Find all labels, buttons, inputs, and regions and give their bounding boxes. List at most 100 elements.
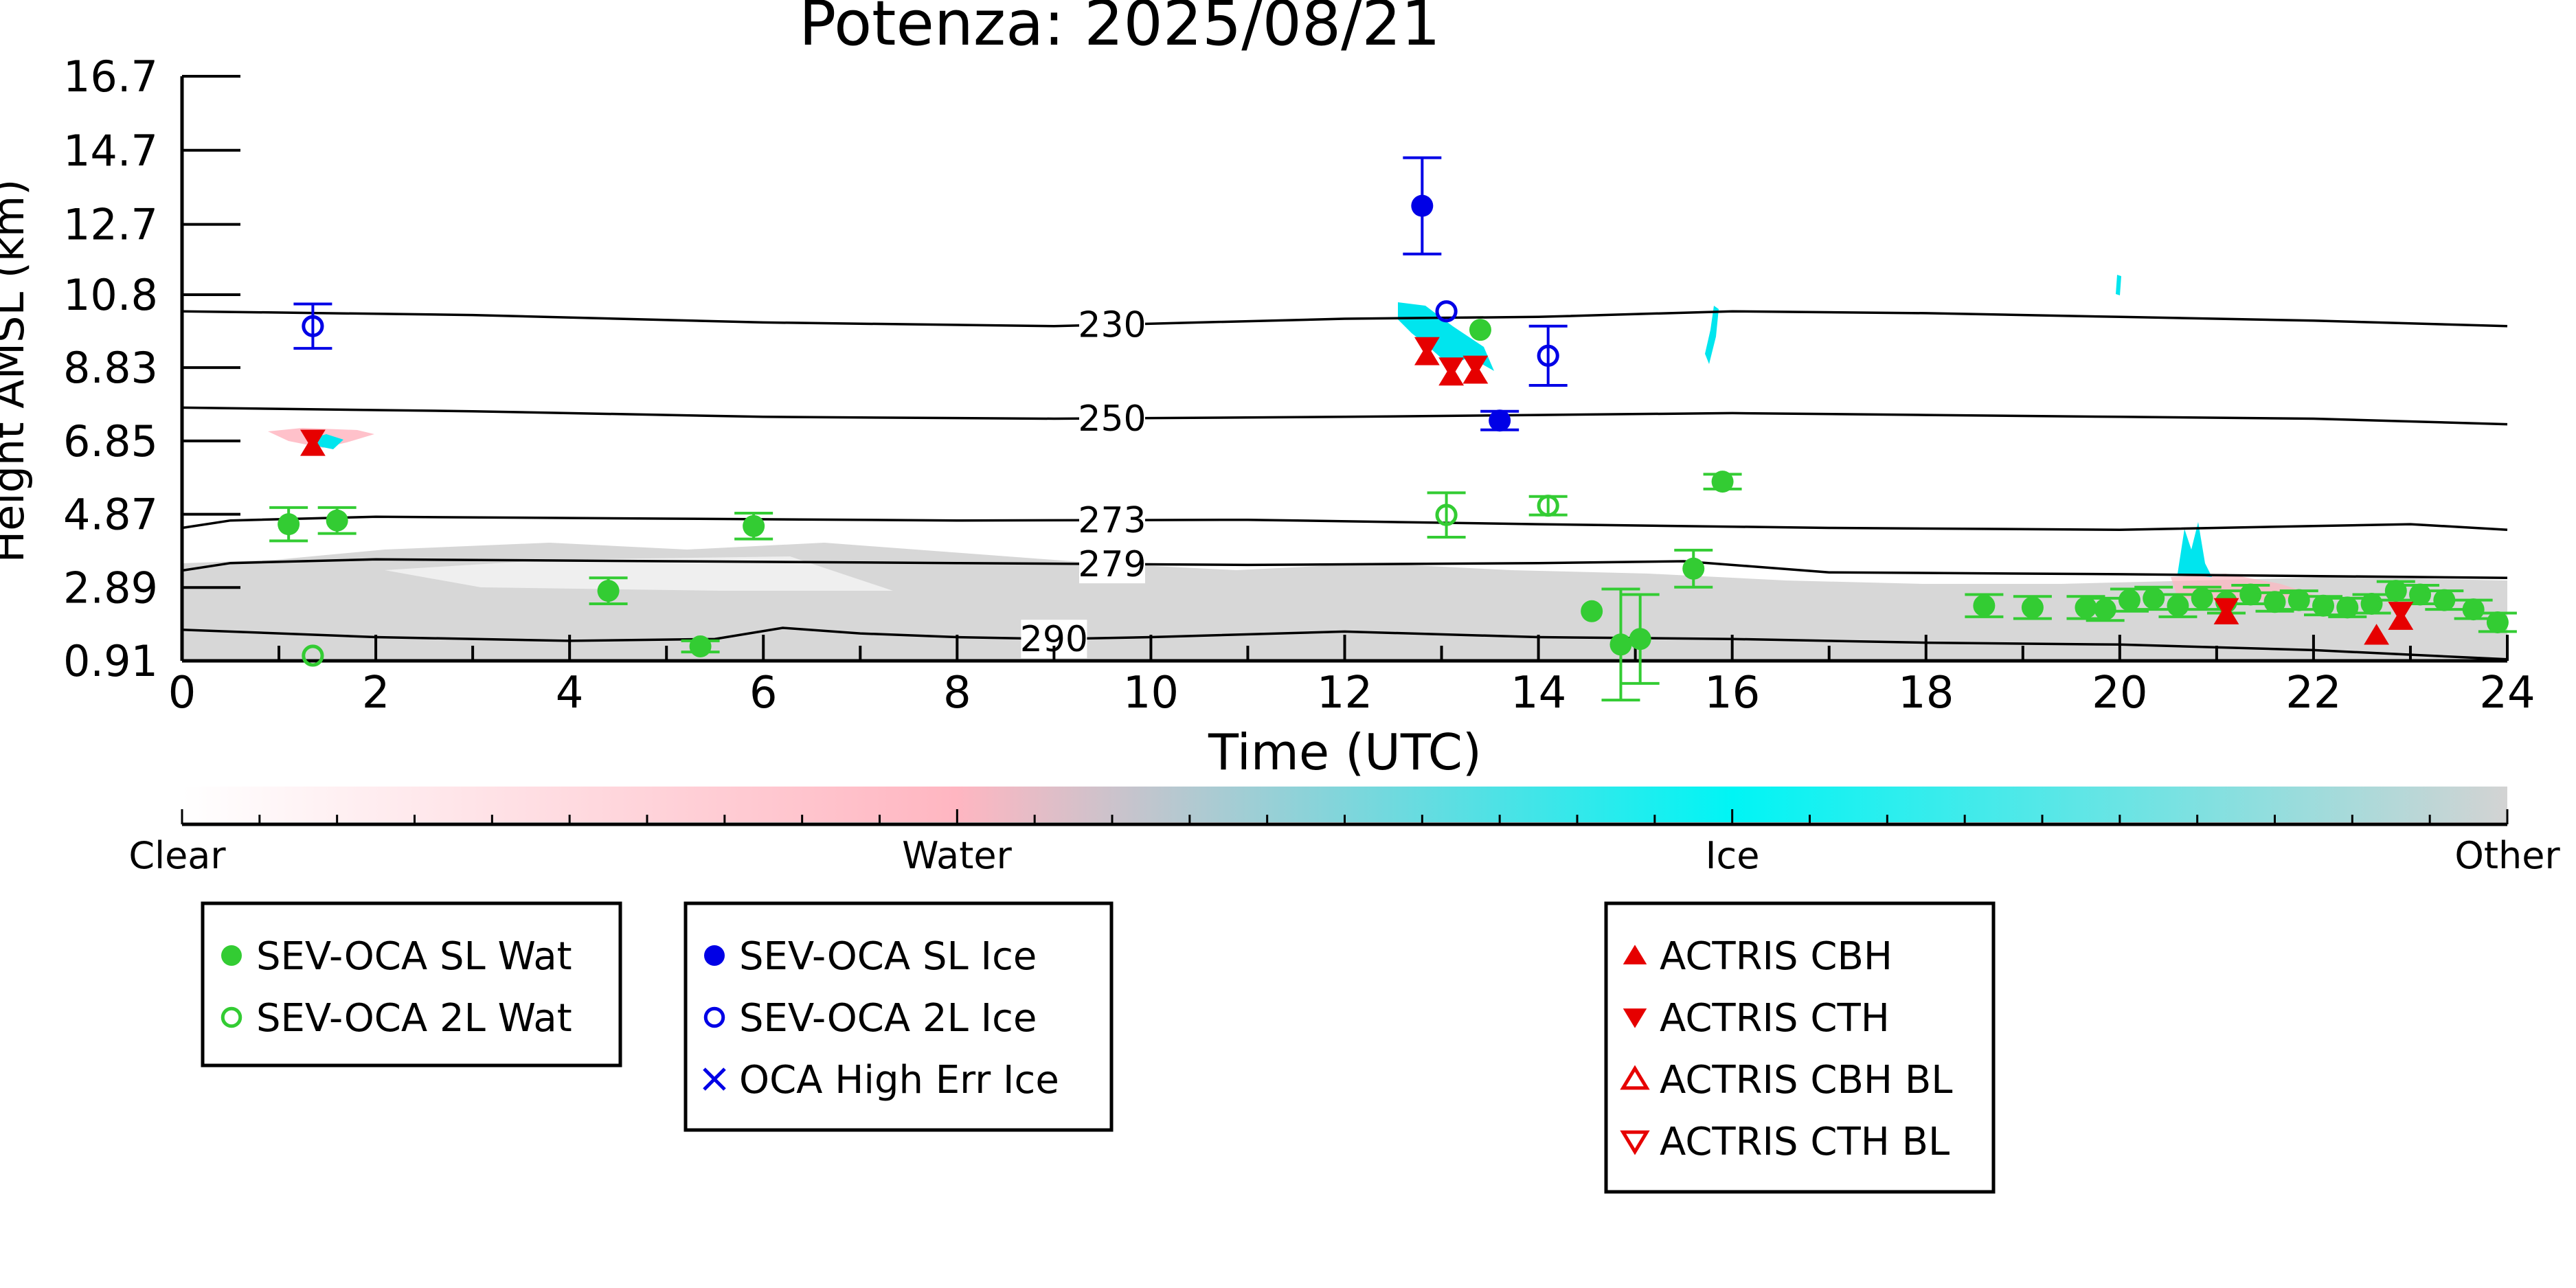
legend-label: ACTRIS CTH BL [1660,1120,1950,1164]
contour-label: 230 [1078,305,1146,346]
legend: SEV-OCA SL Wat SEV-OCA 2L Wat SEV-OCA SL I… [201,901,1996,1194]
ice-cloud-speck [2116,275,2121,295]
legend-label: ACTRIS CBH [1660,934,1893,979]
data-point [1629,628,1651,651]
data-point [597,580,620,602]
data-point [1411,194,1434,217]
legend-box [683,901,1114,1132]
legend-label: ACTRIS CTH [1660,996,1890,1041]
x-tick-label: 24 [2479,668,2535,719]
x-tick-label: 6 [749,668,778,719]
data-point [2094,598,2116,621]
data-point [1469,319,1491,341]
legend-label: ACTRIS CBH BL [1660,1058,1952,1103]
legend-label: SEV-OCA SL Ice [739,934,1037,979]
data-point [2364,624,2389,645]
x-tick-label: 22 [2285,668,2341,719]
legend-box [201,901,622,1067]
y-axis-label: Height AMSL (km) [0,179,34,563]
contour-label-bg [1079,398,1145,438]
data-point [2360,593,2383,615]
data-point [2075,596,2097,619]
colorbar-label-ice: Ice [1706,834,1760,877]
contour-label-bg [1079,501,1145,540]
data-point [2388,602,2414,623]
data-point [2312,594,2335,617]
legend-label: SEV-OCA 2L Ice [739,996,1037,1041]
data-point [1973,594,1996,617]
legend-group: ACTRIS CBH ACTRIS CTH ACTRIS CBH BL ACTRIS … [1604,901,1996,1194]
y-tick-label: 2.89 [63,563,158,613]
ice-cloud-high [1398,302,1494,371]
ice-cloud-low [2178,522,2212,577]
contour-290 [181,626,2508,661]
data-point [1620,1130,1650,1155]
data-point [2143,587,2165,609]
contour-label-bg [1079,305,1145,344]
data-point [1623,945,1647,964]
legend-group: SEV-OCA SL Wat SEV-OCA 2L Wat [201,901,622,1067]
y-tick-label: 16.7 [63,52,158,102]
x-tick-label: 16 [1704,668,1760,719]
legend-box [1604,901,1996,1194]
data-point [1581,600,1603,622]
colorbar-label-water: Water [902,834,1012,877]
data-point [1435,300,1458,323]
x-tick-label: 12 [1317,668,1372,719]
colorbar: Clear Water Ice Other [128,787,2560,877]
y-tick-label: 8.83 [63,343,158,393]
x-tick-label: 2 [362,668,390,719]
legend-label: SEV-OCA 2L Wat [256,996,572,1041]
x-tick-label: 10 [1123,668,1179,719]
colorbar-label-other: Other [2454,834,2560,877]
y-tick-label: 12.7 [63,200,158,250]
colorbar-label-clear: Clear [128,834,226,877]
ice-cloud-high-streak [1705,306,1719,364]
data-point [300,429,326,451]
data-point [302,315,324,337]
legend-group: SEV-OCA SL Ice SEV-OCA 2L Ice OCA High Err… [683,901,1114,1132]
data-point [2433,589,2456,611]
x-tick-label: 4 [556,668,584,719]
data-point [221,1006,242,1028]
data-point [2486,611,2509,633]
data-point [1623,1008,1647,1028]
contour-label: 273 [1078,500,1146,541]
data-point [302,644,324,667]
x-axis-ticks: 0 2 4 6 8 10 12 14 16 18 20 22 24 [168,635,2535,719]
y-tick-label: 4.87 [63,490,158,540]
y-tick-label: 14.7 [63,126,158,176]
data-point [703,1067,726,1091]
contour-label: 279 [1078,544,1146,585]
legend-label: SEV-OCA SL Wat [256,934,572,979]
series-sev-oca-sl-wat [269,319,2517,702]
error-bar [1528,495,1568,517]
contour-230 [181,310,2508,328]
data-point [1620,1065,1650,1090]
y-tick-label: 0.91 [63,636,158,686]
error-bar [1427,491,1466,539]
x-tick-label: 8 [943,668,971,719]
contour-250 [181,406,2508,426]
data-point [2118,589,2140,611]
colorbar-ticks [181,809,2509,824]
x-tick-label: 0 [168,668,196,719]
y-tick-label: 6.85 [63,416,158,466]
data-point [2409,583,2432,606]
data-point [1438,357,1465,379]
error-bar [293,302,332,350]
series-actris-cth [300,337,2414,623]
data-point [2239,583,2262,606]
data-point [221,945,242,966]
series-sev-oca-2l-wat [302,491,1568,667]
data-point [1435,504,1458,526]
data-point [2191,587,2213,609]
error-bar [1528,324,1568,387]
y-tick-label: 10.8 [63,270,158,320]
x-tick-label: 14 [1511,668,1566,719]
contour-273 [181,515,2508,531]
data-point [743,515,765,537]
data-point [2287,589,2310,611]
